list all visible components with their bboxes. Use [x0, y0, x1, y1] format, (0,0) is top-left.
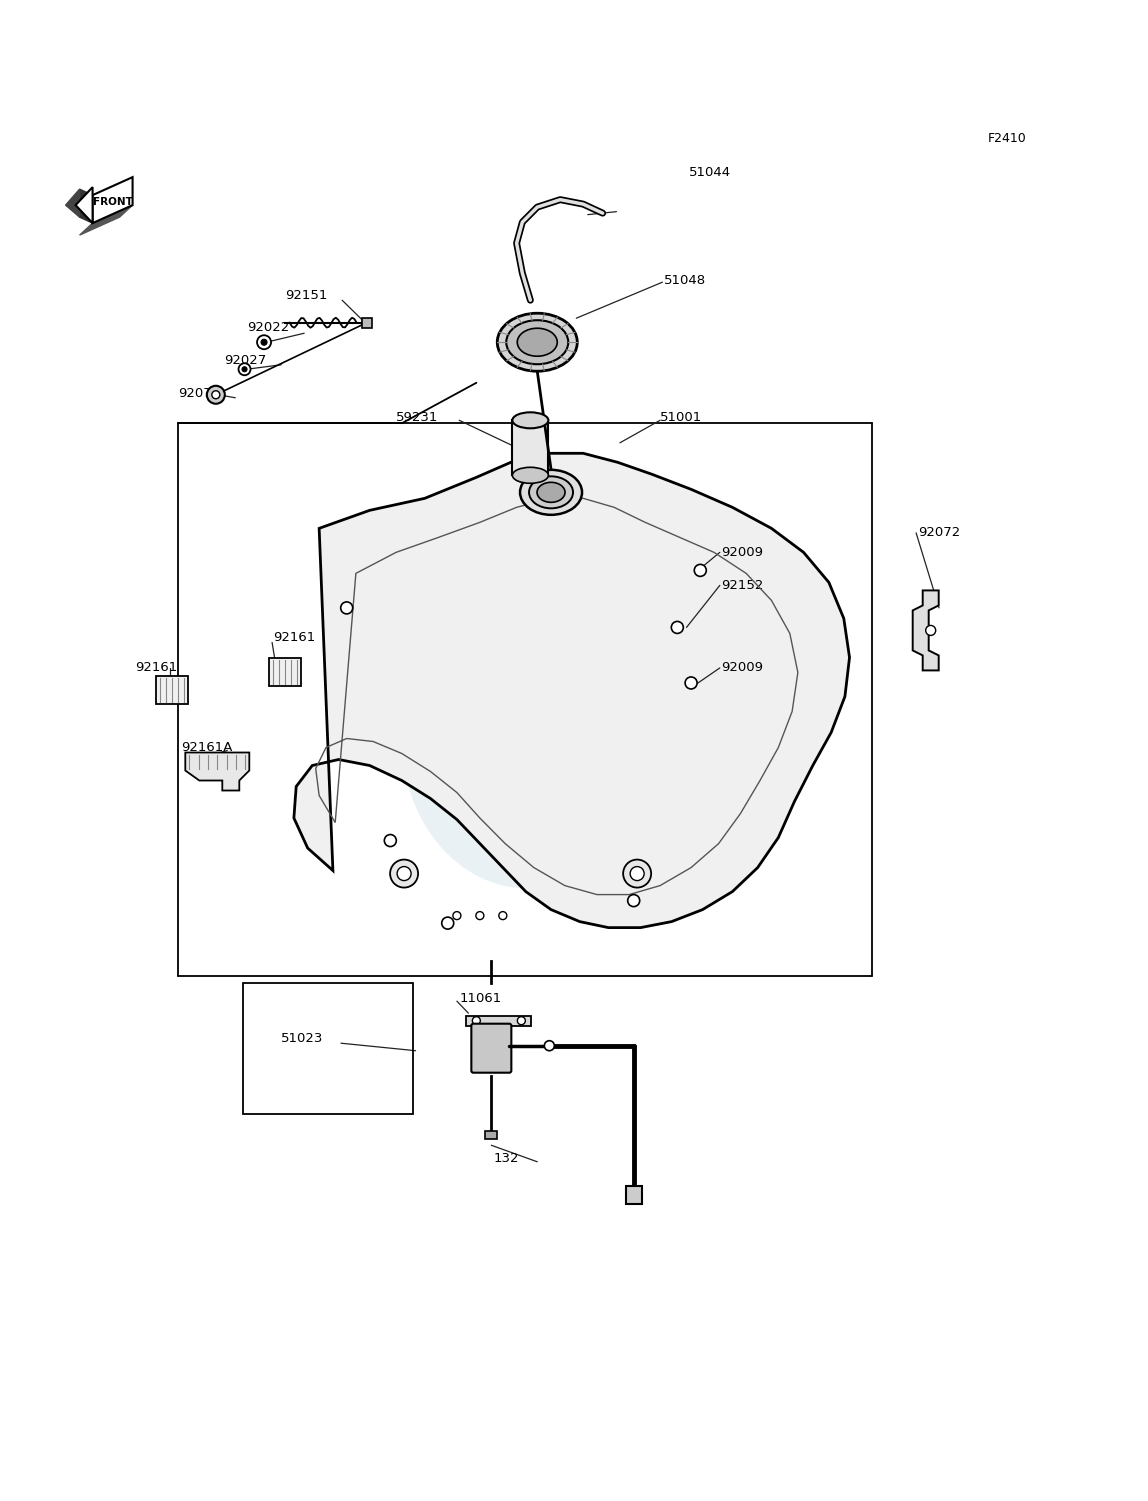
Circle shape — [628, 895, 639, 907]
Circle shape — [695, 564, 706, 576]
Circle shape — [685, 677, 697, 689]
Polygon shape — [269, 659, 301, 686]
Polygon shape — [93, 177, 132, 224]
Polygon shape — [185, 752, 249, 791]
Text: 92161: 92161 — [273, 632, 316, 644]
Bar — [362, 318, 372, 327]
Text: FRONT: FRONT — [93, 197, 132, 207]
Circle shape — [239, 363, 250, 375]
Circle shape — [212, 390, 219, 399]
Text: 92022: 92022 — [247, 321, 289, 333]
Circle shape — [630, 866, 644, 881]
Circle shape — [385, 835, 396, 847]
Circle shape — [261, 339, 267, 345]
Text: 59231: 59231 — [396, 411, 439, 423]
Circle shape — [472, 1016, 480, 1025]
Circle shape — [518, 1016, 526, 1025]
Text: 92027: 92027 — [224, 354, 266, 366]
Polygon shape — [79, 189, 93, 224]
Circle shape — [257, 335, 271, 350]
Circle shape — [476, 911, 483, 920]
Text: 92009: 92009 — [721, 662, 763, 674]
Circle shape — [397, 866, 411, 881]
Text: 92009: 92009 — [721, 546, 763, 558]
Text: 51023: 51023 — [281, 1033, 324, 1045]
Text: 51001: 51001 — [660, 411, 703, 423]
Text: 11061: 11061 — [459, 992, 502, 1004]
Circle shape — [925, 626, 936, 635]
Text: F2410: F2410 — [987, 132, 1026, 144]
Ellipse shape — [529, 476, 573, 509]
Circle shape — [672, 621, 683, 633]
Circle shape — [623, 860, 651, 887]
Bar — [512, 420, 549, 476]
Circle shape — [499, 911, 506, 920]
Circle shape — [207, 386, 225, 404]
Text: 92075: 92075 — [178, 387, 220, 399]
Text: 92151: 92151 — [285, 290, 327, 302]
Text: 132: 132 — [494, 1153, 519, 1165]
Ellipse shape — [512, 467, 549, 483]
Ellipse shape — [497, 314, 577, 371]
Ellipse shape — [512, 413, 549, 428]
Ellipse shape — [518, 329, 557, 356]
Circle shape — [453, 911, 460, 920]
Ellipse shape — [520, 470, 582, 515]
Bar — [243, 983, 413, 1114]
Text: 92161A: 92161A — [181, 741, 233, 754]
Circle shape — [341, 602, 352, 614]
Circle shape — [442, 917, 453, 929]
Text: 92072: 92072 — [918, 527, 961, 539]
FancyBboxPatch shape — [472, 1024, 511, 1073]
Polygon shape — [79, 206, 132, 236]
Text: 51048: 51048 — [664, 275, 706, 287]
Circle shape — [544, 1040, 554, 1051]
Ellipse shape — [506, 320, 568, 365]
Bar — [486, 1130, 497, 1139]
Polygon shape — [76, 188, 93, 224]
Bar — [626, 1186, 642, 1204]
Circle shape — [242, 366, 247, 372]
Bar — [466, 1016, 532, 1025]
Text: 51044: 51044 — [689, 167, 731, 179]
Ellipse shape — [402, 588, 654, 889]
Circle shape — [390, 860, 418, 887]
Polygon shape — [156, 677, 188, 704]
Ellipse shape — [537, 482, 565, 503]
Polygon shape — [294, 453, 850, 928]
Text: 92161: 92161 — [135, 662, 178, 674]
Text: 92152: 92152 — [721, 579, 763, 591]
Polygon shape — [913, 590, 939, 671]
Polygon shape — [65, 189, 79, 218]
